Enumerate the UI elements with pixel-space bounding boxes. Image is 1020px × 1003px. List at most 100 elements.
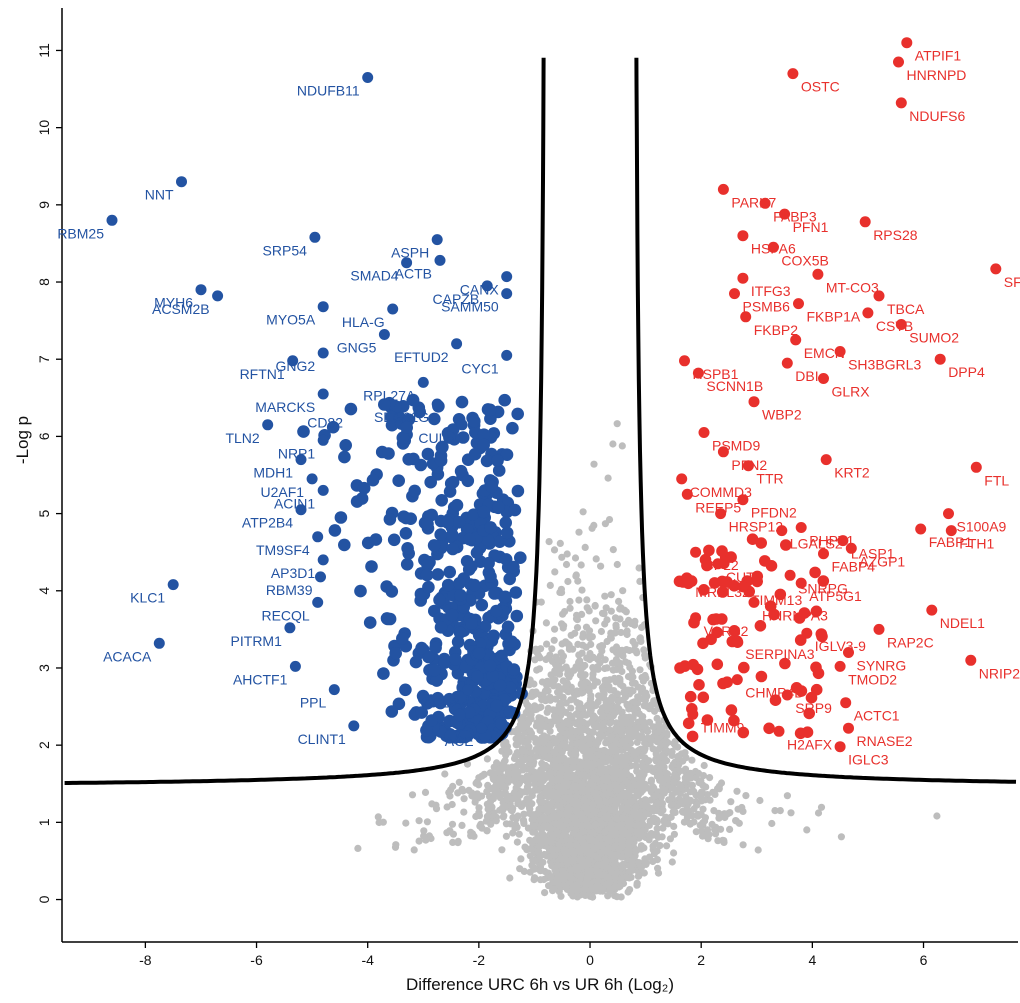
ns-point — [475, 804, 483, 812]
up-point — [687, 658, 699, 671]
ns-point — [698, 797, 706, 805]
labeled-point — [262, 419, 274, 431]
gene-label: RBM25 — [57, 225, 104, 241]
ns-point — [593, 867, 601, 875]
ns-point — [686, 820, 694, 828]
ns-point — [569, 856, 577, 865]
ns-point — [708, 820, 716, 829]
up-point — [684, 690, 697, 703]
down-point — [363, 616, 377, 629]
ns-point — [533, 666, 541, 674]
ns-point — [585, 627, 594, 635]
gene-label: ACACA — [103, 648, 152, 664]
x-tick-label: 2 — [697, 952, 705, 968]
ns-point — [668, 858, 676, 866]
ns-point — [623, 630, 631, 639]
y-tick-label: 5 — [36, 509, 52, 517]
ns-point — [589, 800, 597, 808]
ns-point — [551, 713, 559, 721]
ns-point — [554, 683, 562, 691]
ns-point — [578, 725, 587, 733]
down-point — [378, 398, 391, 411]
ns-point — [583, 820, 591, 828]
ns-point — [601, 828, 609, 836]
ns-point — [675, 761, 683, 769]
x-tick-label: 6 — [920, 952, 928, 968]
ns-point — [560, 846, 568, 854]
ns-point — [609, 646, 617, 654]
gene-label: MARCKS — [255, 399, 315, 415]
ns-point — [499, 764, 507, 773]
ns-point — [558, 553, 566, 561]
down-point — [470, 546, 484, 560]
labeled-point — [965, 654, 977, 666]
up-point — [815, 628, 828, 640]
ns-point — [622, 713, 630, 721]
ns-point — [566, 841, 574, 849]
labeled-point — [692, 367, 704, 379]
up-point — [803, 707, 815, 720]
ns-point — [605, 844, 613, 853]
ns-point — [583, 596, 591, 604]
down-point — [420, 724, 433, 737]
up-point — [728, 625, 741, 637]
down-point — [453, 577, 466, 590]
ns-point — [530, 680, 538, 688]
ns-point — [581, 671, 589, 679]
gene-label: FABP3 — [773, 208, 817, 224]
up-point — [795, 685, 808, 697]
down-point — [467, 508, 481, 521]
ns-point — [512, 784, 520, 792]
down-point — [450, 498, 464, 512]
ns-point — [619, 737, 627, 745]
labeled-point — [717, 446, 729, 458]
ns-point — [670, 849, 678, 857]
down-point — [462, 706, 476, 719]
ns-point — [639, 820, 647, 829]
ns-point — [537, 645, 545, 653]
down-point — [453, 708, 466, 722]
down-point — [499, 590, 512, 604]
ns-point — [520, 867, 528, 876]
gene-label: HNRNPD — [907, 67, 967, 83]
gene-label: OSTC — [801, 79, 840, 95]
down-point — [446, 528, 459, 542]
ns-point — [630, 781, 639, 790]
ns-point — [581, 543, 589, 552]
y-tick-label: 0 — [36, 895, 52, 903]
ns-point — [632, 762, 641, 770]
ns-point — [543, 708, 551, 716]
ns-point — [626, 686, 634, 694]
ns-point — [625, 874, 633, 882]
ns-point — [460, 808, 468, 816]
ns-point — [598, 732, 606, 740]
gene-label: S100A9 — [957, 519, 1007, 535]
gene-label: HLA-G — [342, 314, 385, 330]
labeled-point — [106, 214, 118, 226]
labeled-point — [690, 546, 702, 558]
ns-point — [448, 820, 457, 828]
y-tick-label: 4 — [36, 587, 52, 595]
threshold-curve-right — [634, 57, 1017, 784]
gene-label: CYC1 — [461, 360, 499, 376]
ns-point — [522, 697, 530, 706]
y-tick-label: 3 — [36, 664, 52, 672]
ns-point — [663, 842, 671, 850]
ns-point — [579, 711, 587, 719]
ns-point — [559, 677, 567, 685]
gene-label: ATPIF1 — [915, 48, 962, 64]
ns-point — [582, 787, 591, 795]
ns-point — [536, 654, 544, 662]
ns-point — [558, 748, 566, 756]
labeled-point — [451, 338, 463, 350]
ns-point — [537, 598, 545, 606]
gene-label: ACIN1 — [274, 495, 315, 511]
down-point — [477, 438, 491, 452]
gene-label: RPL27A — [363, 387, 416, 403]
down-point — [400, 558, 414, 571]
ns-point — [589, 670, 597, 678]
gene-label: H2AFX — [787, 736, 833, 752]
ns-point — [562, 699, 570, 707]
down-point — [365, 560, 378, 573]
down-point — [441, 578, 455, 592]
